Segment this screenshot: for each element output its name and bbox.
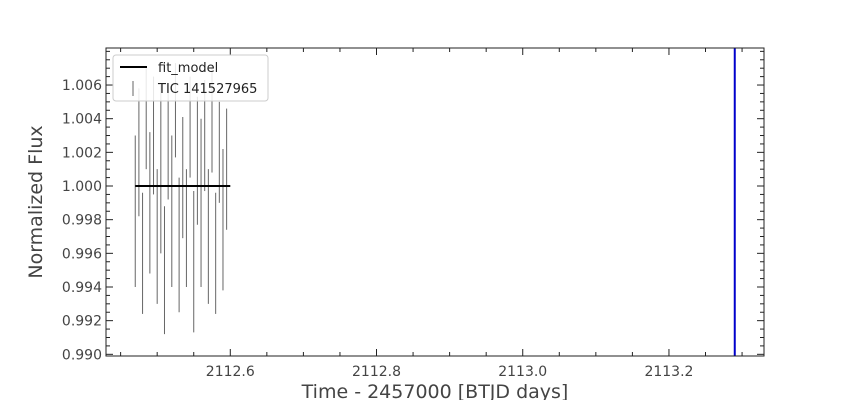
x-tick-label: 2113.2 — [644, 364, 693, 380]
y-tick-label: 1.000 — [62, 179, 102, 195]
y-tick-label: 1.002 — [62, 145, 102, 161]
y-tick-label: 0.998 — [62, 213, 102, 229]
y-axis-label: Normalized Flux — [25, 125, 47, 278]
legend: fit_model TIC 141527965 — [112, 54, 269, 102]
y-tick-label: 0.990 — [62, 347, 102, 363]
y-tick-label: 0.992 — [62, 314, 102, 330]
y-tick-label: 0.994 — [62, 280, 102, 296]
axis-ticks: 2112.6 2112.8 2113.0 2113.2 0.990 0.992 0.994 0… — [62, 48, 764, 380]
legend-box — [112, 54, 269, 102]
y-tick-label: 0.996 — [62, 246, 102, 262]
legend-target-label: TIC 141527965 — [157, 82, 257, 97]
axes-frame — [105, 47, 765, 357]
y-tick-label: 1.006 — [62, 78, 102, 94]
x-tick-label: 2112.8 — [352, 364, 401, 380]
y-tick-label: 1.004 — [62, 112, 102, 128]
x-axis-label: Time - 2457000 [BTJD days] — [301, 381, 569, 400]
legend-fit-model-label: fit_model — [158, 61, 218, 76]
plot-area — [134, 48, 736, 356]
x-tick-label: 2113.0 — [498, 364, 547, 380]
x-tick-label: 2112.6 — [206, 364, 255, 380]
